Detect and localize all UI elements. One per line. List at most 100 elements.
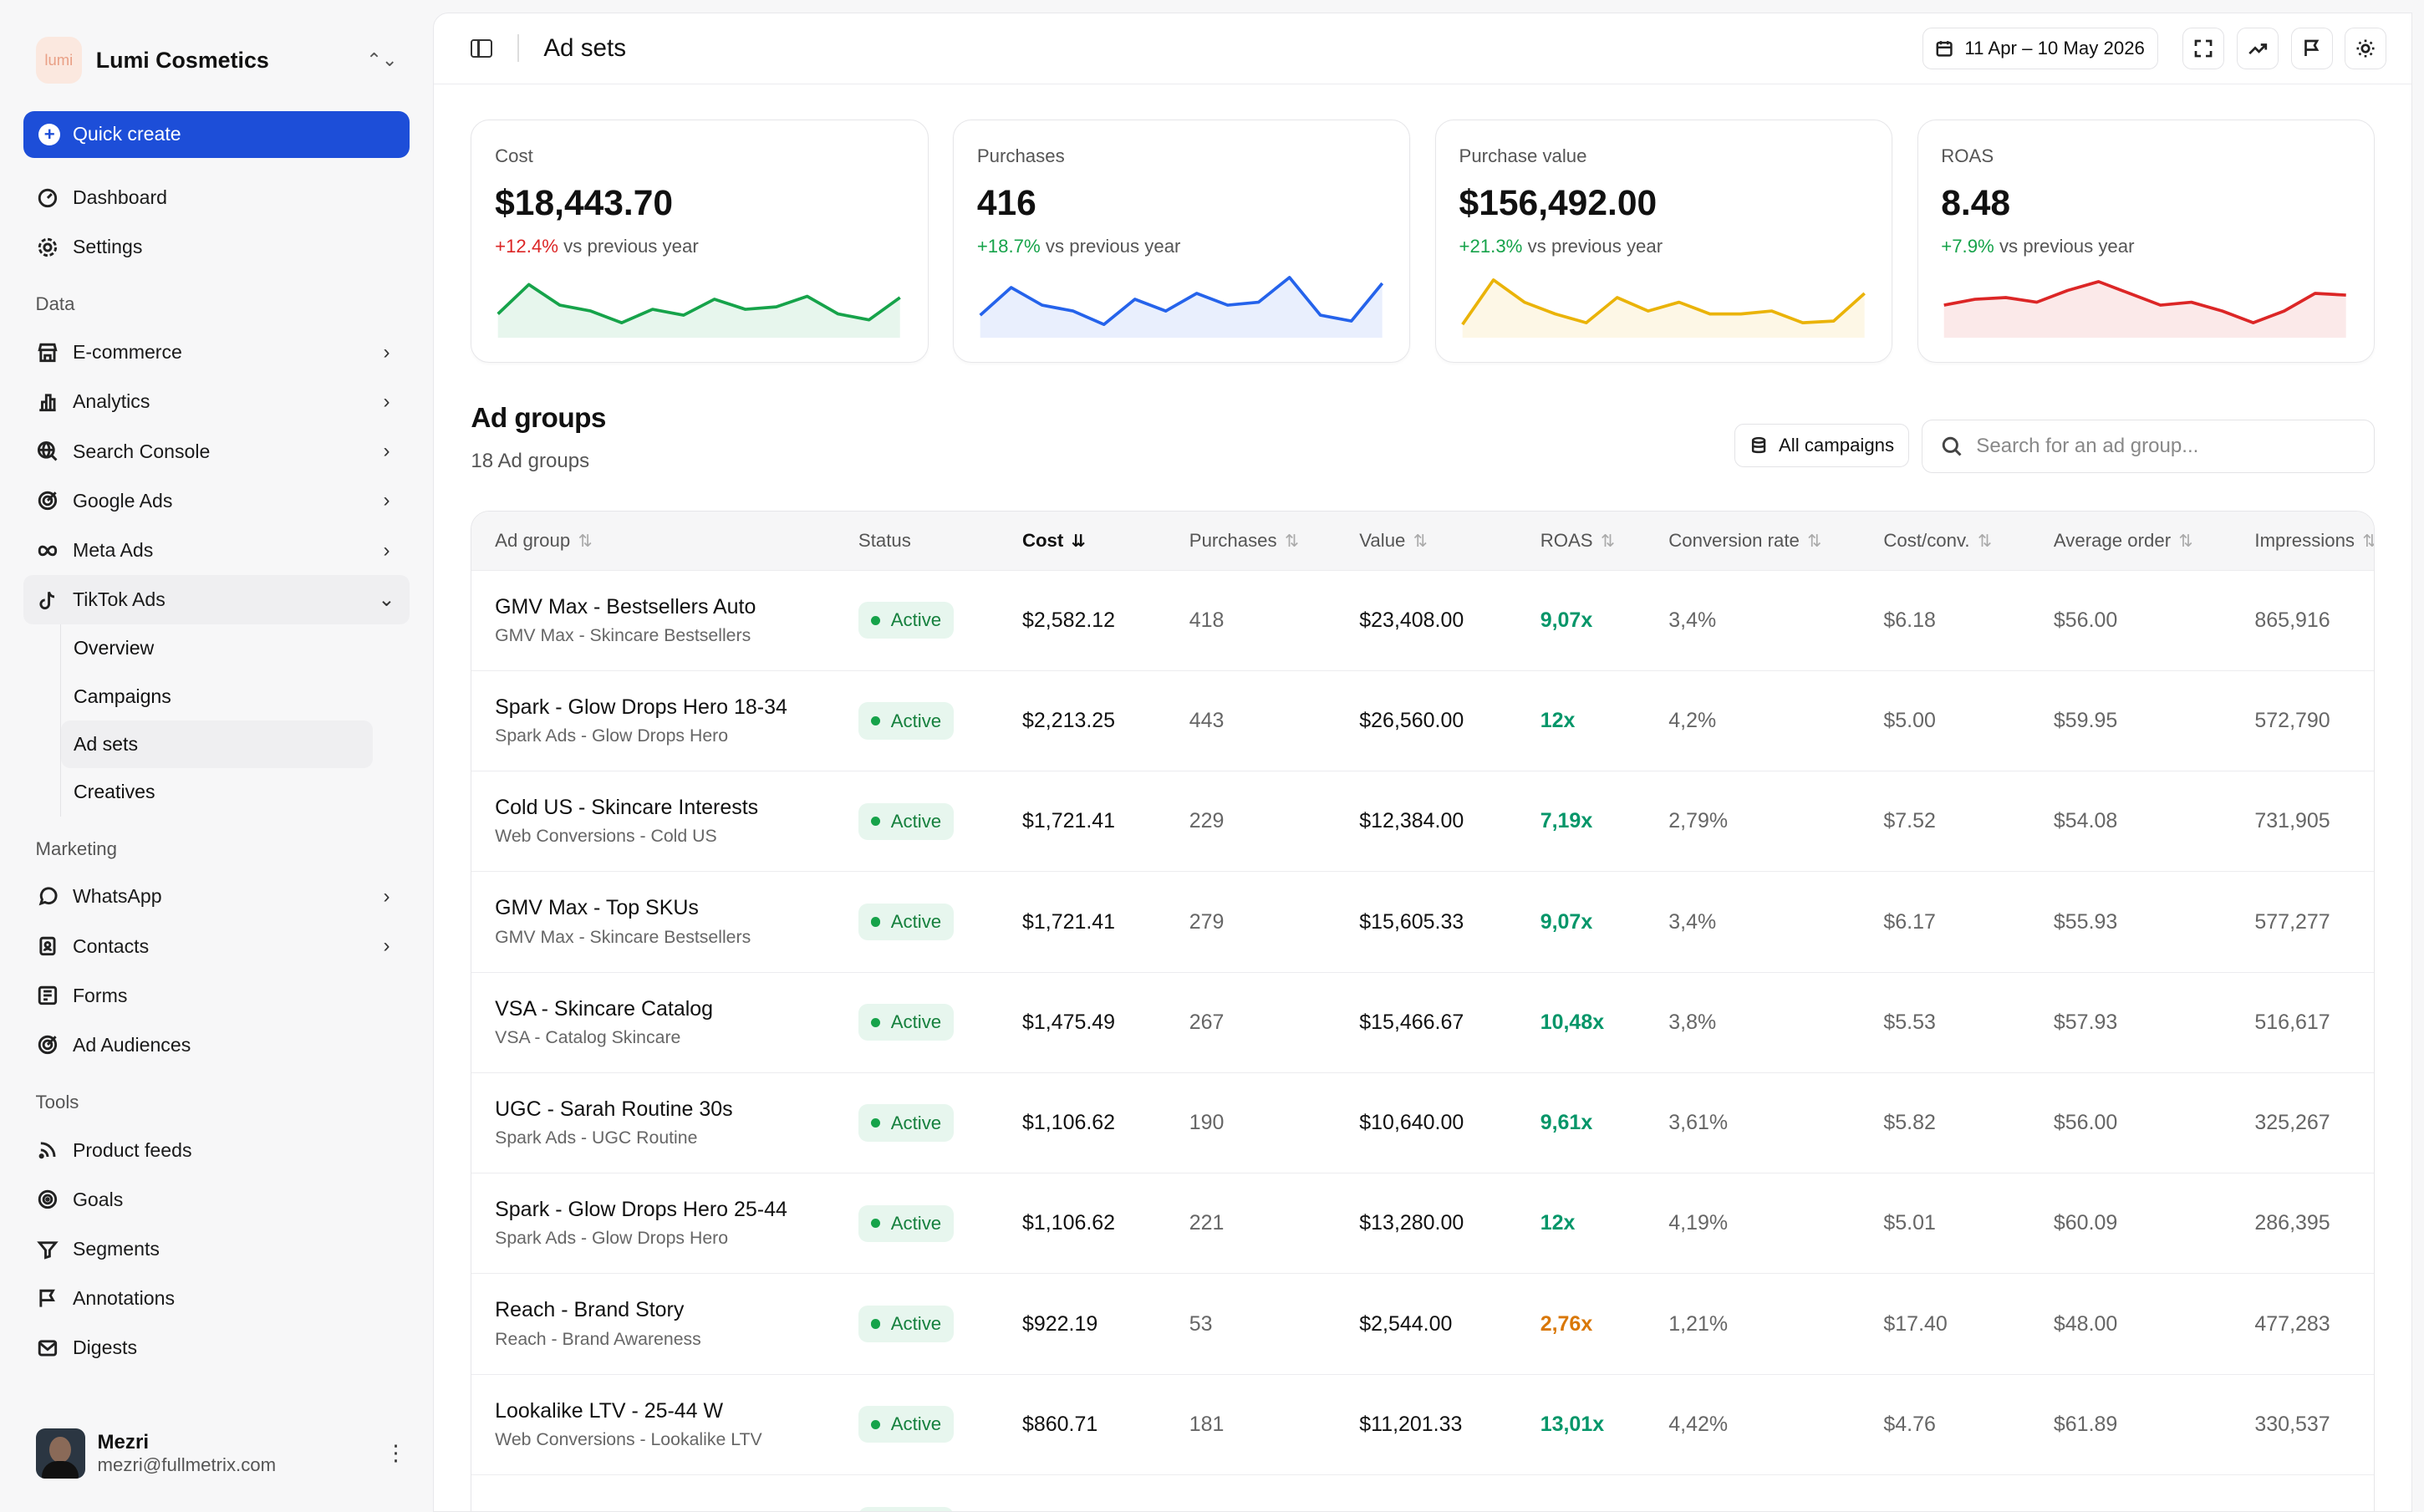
quick-create-button[interactable]: + Quick create: [23, 111, 410, 158]
table-row[interactable]: Lookalike LTV - 25-44 W Web Conversions …: [471, 1374, 2374, 1474]
sidebar-item-analytics[interactable]: Analytics ›: [23, 377, 410, 426]
table-row[interactable]: Spark - Glow Drops Hero 18-34 Spark Ads …: [471, 670, 2374, 771]
ad-group-count: 18 Ad groups: [471, 450, 590, 473]
column-header-impressions[interactable]: Impressions ⇅: [2232, 512, 2373, 570]
campaign-filter-button[interactable]: All campaigns: [1734, 424, 1909, 468]
cell-value: [1337, 1474, 1517, 1511]
sidebar-item-product-feeds[interactable]: Product feeds: [23, 1126, 410, 1175]
ad-group-name[interactable]: UGC - Sarah Routine 30s: [495, 1097, 733, 1121]
table-row[interactable]: Cold US - Beauty Routines Active: [471, 1474, 2374, 1512]
ad-group-name[interactable]: VSA - Skincare Catalog: [495, 996, 714, 1021]
cell-cost: $2,213.25: [1021, 709, 1116, 733]
date-range-picker[interactable]: 11 Apr – 10 May 2026: [1922, 27, 2158, 69]
sidebar-item-label: Goals: [72, 1188, 124, 1210]
sidebar-item-goals[interactable]: Goals: [23, 1175, 410, 1224]
column-header-ad-group[interactable]: Ad group ⇅: [471, 512, 835, 570]
column-header-average-order[interactable]: Average order ⇅: [2030, 512, 2232, 570]
submenu-item-campaigns[interactable]: Campaigns: [73, 685, 171, 707]
cell-roas: 10,48x: [1540, 1010, 1605, 1034]
cell-cost-per-conv: $4.76: [1883, 1412, 1936, 1436]
cell-ad-group: Reach - Brand Story Reach - Brand Awaren…: [471, 1274, 835, 1374]
sidebar-item-annotations[interactable]: Annotations: [23, 1274, 410, 1323]
ad-group-name[interactable]: Spark - Glow Drops Hero 25-44: [495, 1198, 787, 1222]
ad-group-name[interactable]: Reach - Brand Story: [495, 1298, 685, 1322]
table-row[interactable]: Reach - Brand Story Reach - Brand Awaren…: [471, 1273, 2374, 1374]
kpi-change-value: +12.4%: [495, 236, 559, 257]
status-badge: Active: [858, 1506, 954, 1512]
sidebar-item-contacts[interactable]: Contacts ›: [23, 921, 410, 970]
ad-group-name[interactable]: Cold US - Skincare Interests: [495, 796, 759, 820]
table-row[interactable]: GMV Max - Top SKUs GMV Max - Skincare Be…: [471, 871, 2374, 972]
status-label: Active: [890, 810, 942, 832]
sidebar-item-meta-ads[interactable]: Meta Ads ›: [23, 526, 410, 575]
cell-cost: $1,106.62: [1021, 1211, 1116, 1235]
column-header-cost[interactable]: Cost ⇊: [999, 512, 1166, 570]
sidebar-item-label: Meta Ads: [72, 539, 154, 561]
ad-group-name[interactable]: GMV Max - Top SKUs: [495, 896, 699, 920]
column-header-cost-per-conv[interactable]: Cost/conv. ⇅: [1861, 512, 2031, 570]
theme-toggle-button[interactable]: [2345, 27, 2387, 69]
sidebar-item-google-ads[interactable]: Google Ads ›: [23, 476, 410, 526]
annotations-button[interactable]: [2290, 27, 2333, 69]
table-row[interactable]: VSA - Skincare Catalog VSA - Catalog Ski…: [471, 972, 2374, 1072]
cell-ad-group: GMV Max - Bestsellers Auto GMV Max - Ski…: [471, 570, 835, 670]
campaign-filter-label: All campaigns: [1779, 435, 1895, 456]
sort-icon: ⇅: [2178, 532, 2193, 551]
submenu-item-overview[interactable]: Overview: [73, 637, 155, 659]
sidebar-item-tiktok-ads[interactable]: TikTok Ads ⌄: [23, 575, 410, 625]
status-dot-icon: [870, 1117, 880, 1128]
workspace-switcher[interactable]: lumi Lumi Cosmetics ⌃⌄: [23, 25, 410, 96]
ad-group-name[interactable]: Cold US - Beauty Routines: [495, 1510, 835, 1512]
search-box[interactable]: [1921, 419, 2375, 474]
more-vertical-icon[interactable]: ⋮: [384, 1441, 407, 1465]
sidebar-item-digests[interactable]: Digests: [23, 1323, 410, 1372]
kpi-change-suffix: vs previous year: [558, 236, 699, 257]
search-input[interactable]: [1976, 435, 2332, 459]
chevron-down-icon: ⌄: [378, 588, 395, 612]
sidebar-item-search-console[interactable]: Search Console ›: [23, 427, 410, 476]
sidebar-toggle-icon[interactable]: [471, 38, 493, 58]
kpi-value: $18,443.70: [495, 182, 674, 223]
submenu-item-creatives[interactable]: Creatives: [73, 781, 155, 803]
trend-button[interactable]: [2237, 27, 2279, 69]
cell-roas: 9,07x: [1540, 608, 1593, 632]
ad-group-name[interactable]: Spark - Glow Drops Hero 18-34: [495, 695, 787, 719]
ad-group-name[interactable]: GMV Max - Bestsellers Auto: [495, 594, 756, 619]
cell-cost-per-conv: $7.52: [1883, 809, 1936, 833]
column-header-value[interactable]: Value ⇅: [1337, 512, 1517, 570]
sidebar-item-dashboard[interactable]: Dashboard: [23, 173, 410, 222]
sidebar-item-whatsapp[interactable]: WhatsApp ›: [23, 872, 410, 921]
user-account[interactable]: Mezri mezri@fullmetrix.com ⋮: [35, 1426, 407, 1482]
rss-icon: [36, 1138, 61, 1163]
sidebar-item-settings[interactable]: Settings: [23, 222, 410, 272]
table-row[interactable]: UGC - Sarah Routine 30s Spark Ads - UGC …: [471, 1072, 2374, 1173]
status-dot-icon: [870, 1219, 880, 1229]
sort-icon: ⇅: [2362, 532, 2373, 551]
ad-group-name[interactable]: Lookalike LTV - 25-44 W: [495, 1398, 724, 1423]
table-row[interactable]: Spark - Glow Drops Hero 25-44 Spark Ads …: [471, 1173, 2374, 1274]
kpi-card-purchases: Purchases 416 +18.7% vs previous year: [953, 120, 1411, 363]
sparkline-chart: [1943, 280, 2347, 339]
ad-group-campaign: Spark Ads - Glow Drops Hero: [495, 1228, 729, 1249]
cell-cost-per-conv: $6.18: [1883, 608, 1936, 632]
divider: [517, 34, 519, 63]
cell-value: $10,640.00: [1359, 1111, 1464, 1135]
submenu-item-ad-sets[interactable]: Ad sets: [61, 720, 373, 769]
table-row[interactable]: Cold US - Skincare Interests Web Convers…: [471, 771, 2374, 872]
cell-cost-per-conv: $5.53: [1883, 1010, 1936, 1034]
sidebar-item-segments[interactable]: Segments: [23, 1224, 410, 1274]
column-header-purchases[interactable]: Purchases ⇅: [1166, 512, 1337, 570]
date-range-label: 11 Apr – 10 May 2026: [1964, 37, 2145, 59]
fullscreen-button[interactable]: [2182, 27, 2225, 69]
user-name: Mezri: [97, 1430, 149, 1453]
sidebar-item-ecommerce[interactable]: E-commerce ›: [23, 328, 410, 377]
column-header-roas[interactable]: ROAS ⇅: [1517, 512, 1646, 570]
cell-cost: [999, 1474, 1166, 1511]
cell-value: $12,384.00: [1359, 809, 1464, 833]
column-header-conversion-rate[interactable]: Conversion rate ⇅: [1646, 512, 1861, 570]
table-row[interactable]: GMV Max - Bestsellers Auto GMV Max - Ski…: [471, 570, 2374, 670]
cell-ad-group: UGC - Sarah Routine 30s Spark Ads - UGC …: [471, 1072, 835, 1173]
database-icon: [1751, 436, 1766, 454]
sidebar-item-forms[interactable]: Forms: [23, 971, 410, 1021]
sidebar-item-ad-audiences[interactable]: Ad Audiences: [23, 1021, 410, 1070]
